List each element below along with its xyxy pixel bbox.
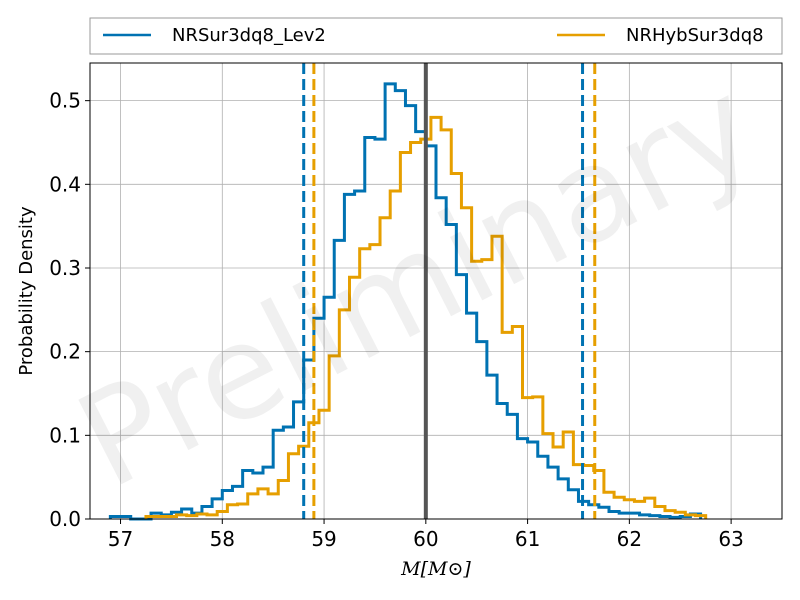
x-axis-ticks: 57 58 59 60 61 62 63 [108,519,744,551]
x-tick-label: 57 [108,527,133,551]
x-tick-label: 58 [210,527,235,551]
x-tick-label: 60 [413,527,438,551]
histogram-series [108,82,708,521]
series-nrhybsur3dq8-step [144,115,708,519]
x-tick-label: 61 [515,527,540,551]
y-tick-label: 0.0 [49,507,81,531]
y-tick-label: 0.3 [49,256,81,280]
x-tick-label: 63 [718,527,743,551]
legend-box [89,17,783,55]
x-axis-label: M[M⊙] [400,558,471,580]
y-tick-label: 0.4 [49,172,81,196]
legend-entry-nrhybsur3dq8: NRHybSur3dq8 [626,25,764,46]
y-tick-label: 0.5 [49,89,81,113]
series-nrsur3dq8-lev2-step [108,82,703,521]
interval-lines [302,63,597,519]
x-tick-label: 62 [617,527,642,551]
legend-entry-nrsur3dq8-lev2: NRSur3dq8_Lev2 [172,25,326,46]
x-tick-label: 59 [311,527,336,551]
plot-frame [89,62,783,520]
y-axis-label: Probability Density [16,206,37,376]
y-tick-label: 0.2 [49,340,81,364]
plot-area [90,63,782,519]
y-tick-label: 0.1 [49,423,81,447]
y-axis-ticks: 0.0 0.1 0.2 0.3 0.4 0.5 [49,89,90,531]
legend: NRSur3dq8_Lev2 NRHybSur3dq8 [89,17,783,55]
